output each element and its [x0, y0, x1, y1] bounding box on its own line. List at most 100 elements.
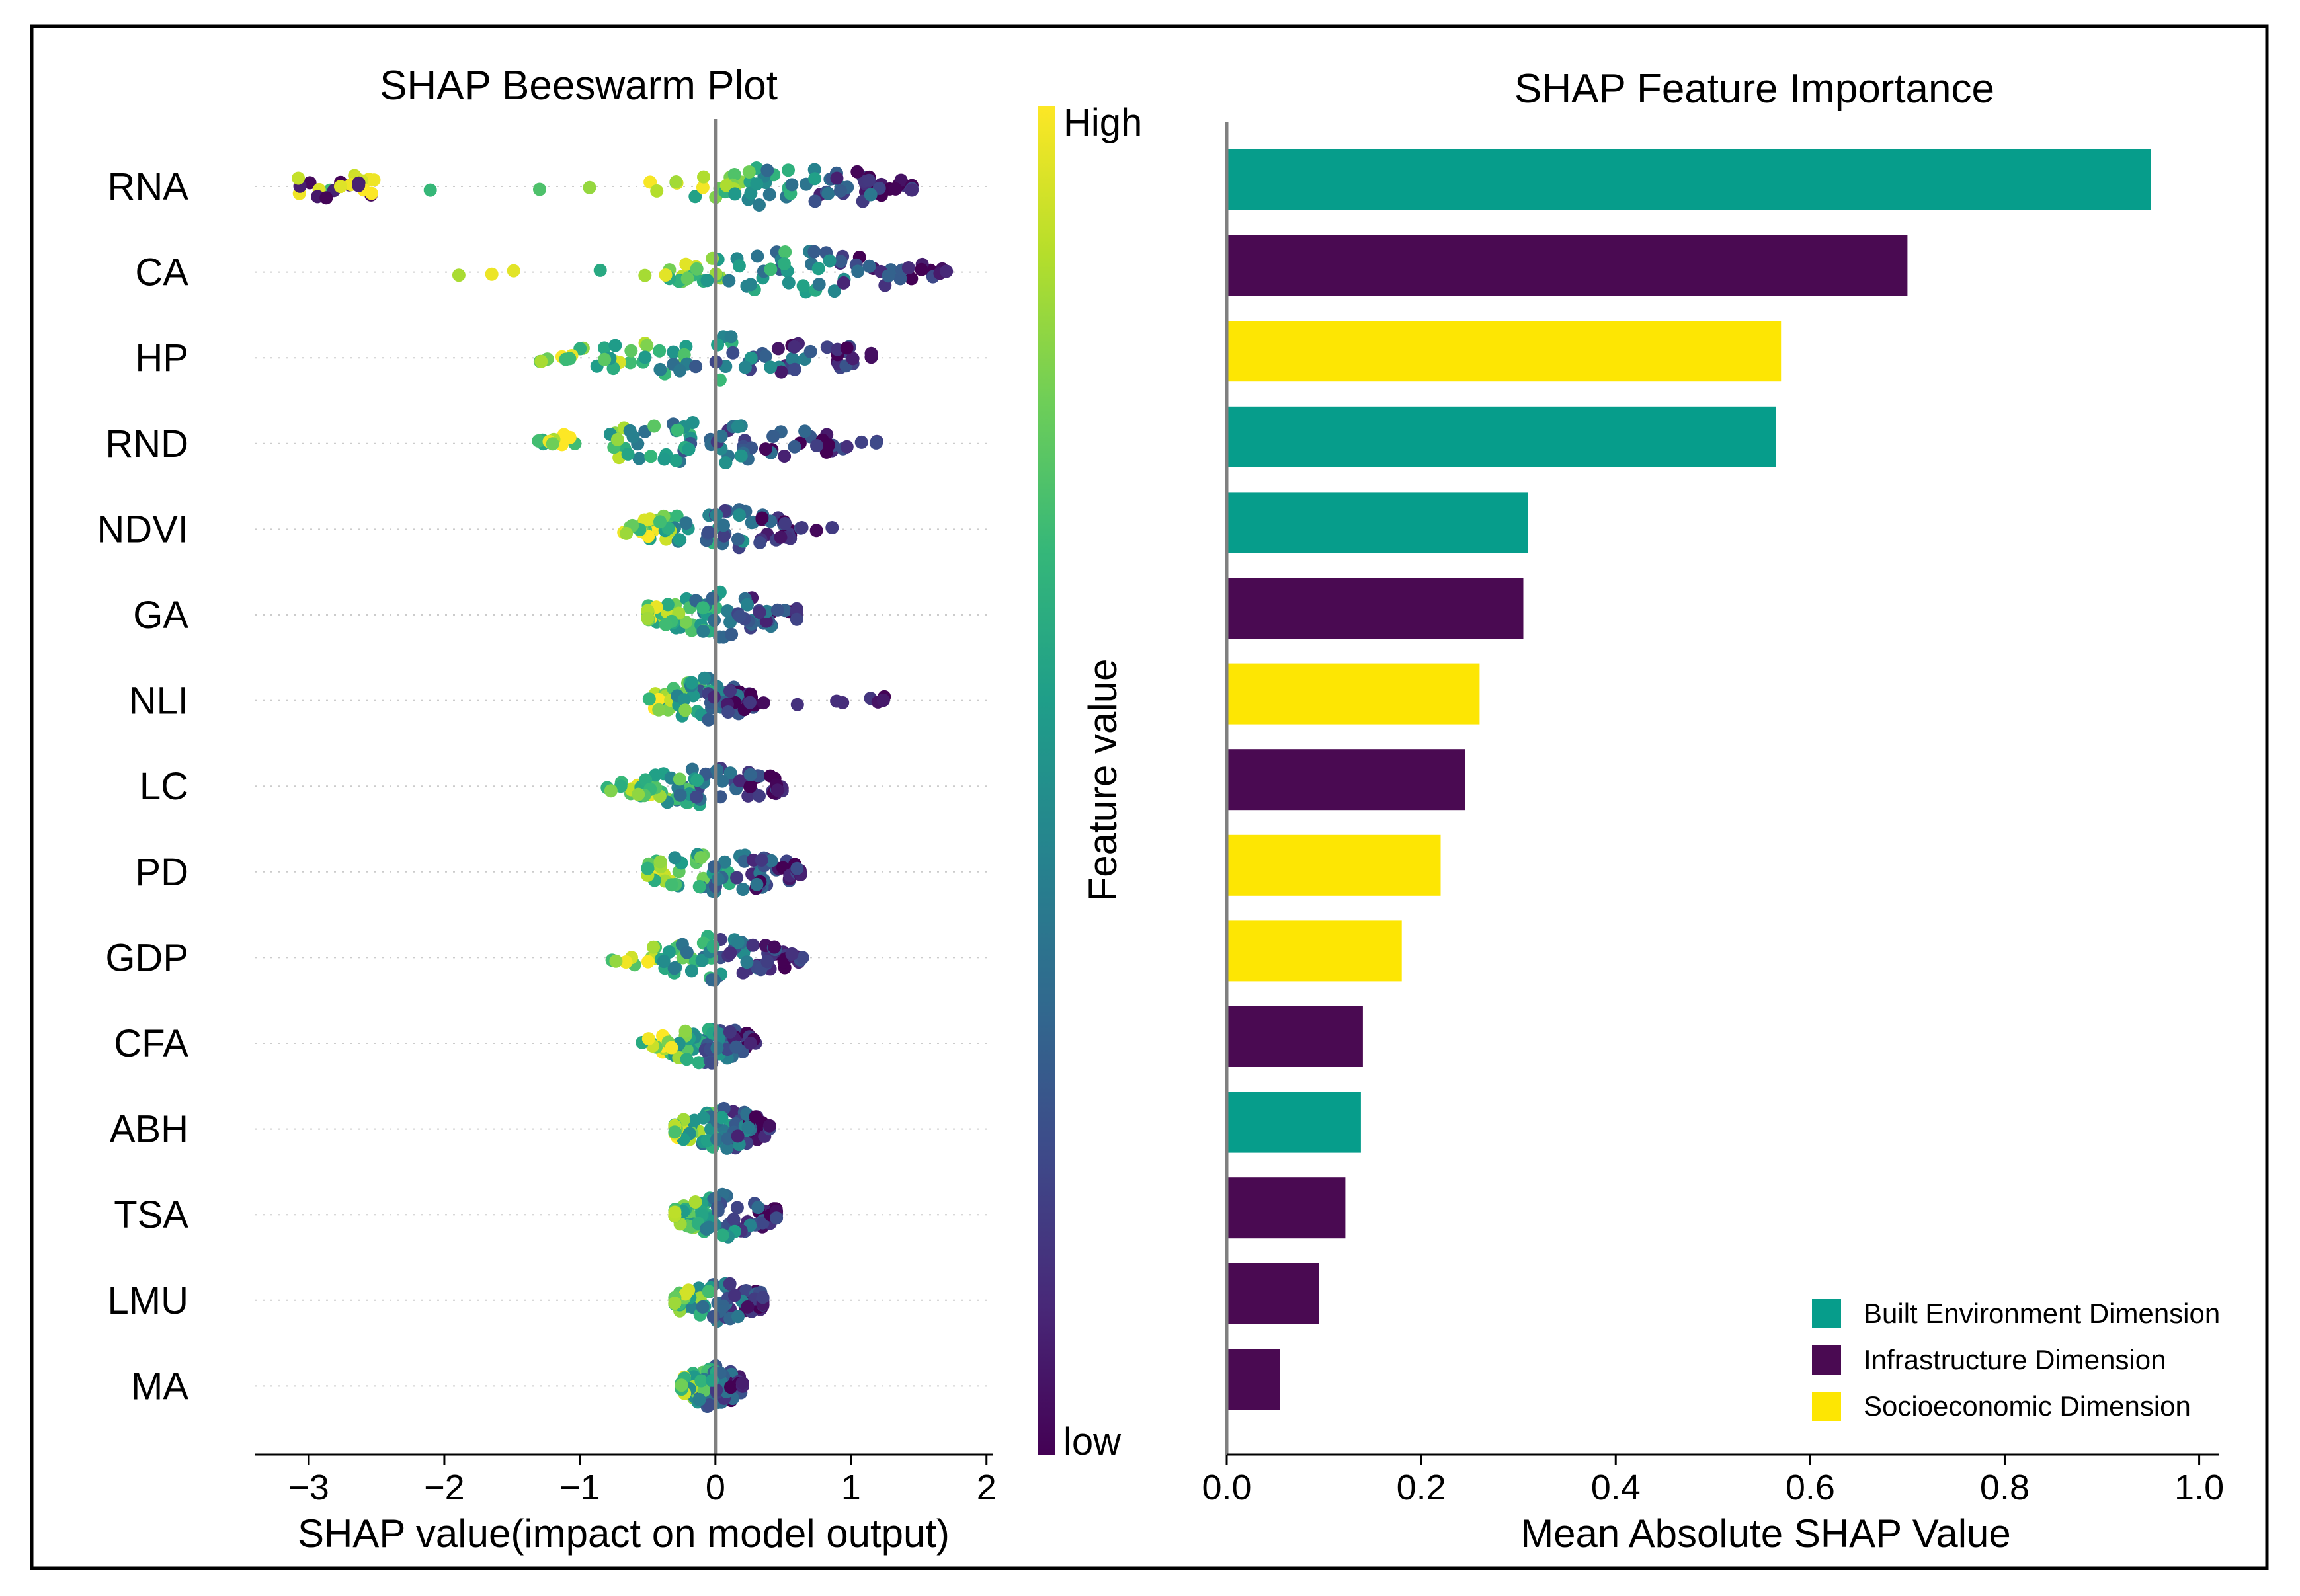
- beeswarm-point: [621, 447, 635, 461]
- beeswarm-point: [598, 341, 611, 355]
- beeswarm-point: [292, 171, 306, 185]
- beeswarm-point: [608, 339, 622, 352]
- feature-label-lmu: LMU: [108, 1279, 188, 1322]
- beeswarm-point: [724, 330, 738, 344]
- beeswarm-point: [764, 262, 778, 276]
- beeswarm-point: [771, 342, 785, 356]
- feature-label-tsa: TSA: [114, 1193, 188, 1236]
- beeswarm-point: [653, 855, 667, 869]
- beeswarm-point: [698, 671, 712, 685]
- beeswarm-point: [678, 1287, 692, 1301]
- beeswarm-point: [688, 190, 702, 204]
- beeswarm-point: [729, 1040, 743, 1054]
- beeswarm-point: [778, 516, 792, 530]
- beeswarm-x-axis-label: SHAP value(impact on model output): [298, 1511, 950, 1556]
- beeswarm-point: [811, 262, 825, 276]
- beeswarm-point: [669, 175, 683, 188]
- bar-gdp: [1227, 920, 1402, 982]
- beeswarm-point: [721, 1132, 735, 1146]
- beeswarm-point: [788, 440, 801, 454]
- beeswarm-point: [593, 263, 607, 277]
- beeswarm-point: [733, 774, 747, 788]
- beeswarm-point: [485, 267, 499, 281]
- bar-x-tick-label: 0.4: [1591, 1468, 1641, 1507]
- beeswarm-point: [668, 851, 682, 865]
- feature-label-ga: GA: [133, 594, 188, 637]
- beeswarm-point: [702, 1220, 716, 1234]
- beeswarm-point: [702, 713, 716, 727]
- beeswarm-point: [741, 1300, 755, 1314]
- beeswarm-point: [692, 1392, 706, 1406]
- beeswarm-point: [796, 279, 810, 293]
- beeswarm-point: [606, 362, 620, 376]
- beeswarm-point: [864, 346, 878, 360]
- beeswarm-point: [720, 1141, 734, 1155]
- beeswarm-title: SHAP Beeswarm Plot: [380, 63, 778, 108]
- beeswarm-point: [727, 168, 741, 181]
- beeswarm-point: [706, 939, 720, 953]
- beeswarm-point: [583, 180, 596, 194]
- beeswarm-point: [777, 257, 791, 270]
- beeswarm-point: [743, 1036, 757, 1050]
- beeswarm-x-tick-label: 0: [706, 1468, 725, 1507]
- beeswarm-point: [632, 787, 645, 801]
- beeswarm-point: [717, 529, 731, 543]
- beeswarm-point: [641, 1032, 655, 1046]
- beeswarm-point: [714, 429, 728, 443]
- beeswarm-point: [822, 438, 835, 452]
- bar-cfa: [1227, 1006, 1363, 1067]
- beeswarm-point: [722, 274, 736, 288]
- beeswarm-point: [679, 615, 693, 629]
- bar-x-tick-label: 0.2: [1397, 1468, 1446, 1507]
- legend-swatch-socio: [1812, 1392, 1841, 1421]
- beeswarm-point: [688, 1113, 702, 1127]
- feature-label-nli: NLI: [129, 680, 188, 723]
- beeswarm-point: [798, 424, 812, 438]
- beeswarm-point: [821, 186, 835, 200]
- beeswarm-point: [716, 774, 729, 788]
- beeswarm-point: [727, 1213, 741, 1226]
- beeswarm-point: [753, 789, 766, 803]
- beeswarm-point: [736, 883, 750, 896]
- beeswarm-point: [788, 340, 801, 354]
- beeswarm-point: [532, 434, 546, 448]
- beeswarm-point: [732, 259, 746, 273]
- feature-label-ma: MA: [131, 1365, 188, 1408]
- beeswarm-point: [808, 194, 822, 208]
- beeswarm-point: [610, 432, 624, 446]
- bar-ca: [1227, 235, 1908, 296]
- beeswarm-point: [827, 284, 841, 298]
- beeswarm-point: [770, 783, 784, 797]
- beeswarm-point: [782, 276, 796, 290]
- beeswarm-point: [830, 694, 844, 708]
- beeswarm-point: [837, 276, 850, 290]
- beeswarm-point: [668, 1205, 682, 1219]
- beeswarm-point: [685, 676, 699, 690]
- beeswarm-point: [762, 188, 776, 202]
- feature-label-lc: LC: [140, 765, 188, 808]
- beeswarm-point: [659, 268, 673, 282]
- beeswarm-point: [731, 532, 745, 546]
- beeswarm-point: [667, 961, 681, 975]
- beeswarm-point: [680, 1053, 694, 1066]
- beeswarm-point: [940, 264, 954, 278]
- beeswarm-point: [702, 1285, 716, 1298]
- colorbar: High low Feature value: [1038, 101, 1142, 1463]
- beeswarm-point: [723, 684, 737, 698]
- beeswarm-point: [774, 365, 788, 379]
- bar-x-axis-label: Mean Absolute SHAP Value: [1520, 1511, 2011, 1556]
- beeswarm-point: [757, 696, 770, 710]
- beeswarm-point: [790, 612, 803, 626]
- beeswarm-point: [735, 1377, 749, 1390]
- beeswarm-point: [452, 268, 466, 282]
- beeswarm-point: [694, 1374, 708, 1388]
- beeswarm-point: [889, 182, 903, 196]
- bar-x-ticks: 0.0 0.2 0.4 0.6 0.8 1.0: [1202, 1455, 2224, 1507]
- beeswarm-point: [721, 604, 735, 618]
- beeswarm-point: [755, 853, 768, 867]
- beeswarm-point: [716, 1228, 729, 1242]
- beeswarm-point: [876, 694, 890, 707]
- beeswarm-point: [679, 257, 693, 271]
- bar-rnd: [1227, 406, 1776, 467]
- beeswarm-point: [833, 184, 847, 198]
